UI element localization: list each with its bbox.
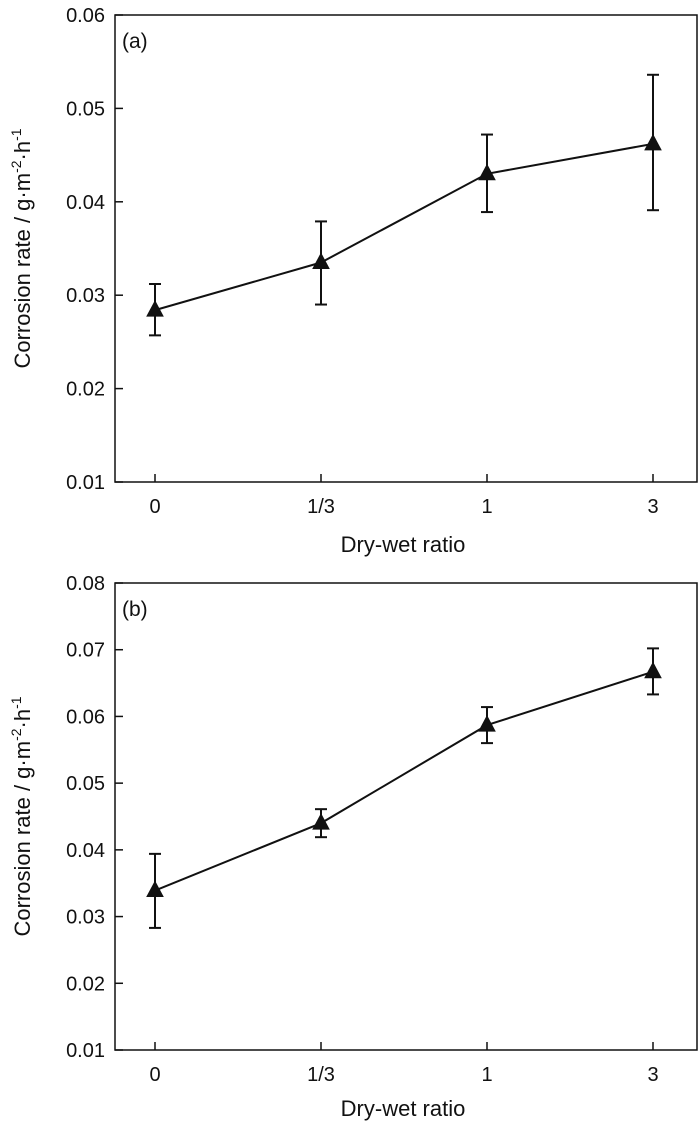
- x-tick-label: 3: [647, 1064, 658, 1086]
- series-line: [154, 670, 654, 892]
- data-point-triangle: [644, 133, 662, 151]
- data-point-triangle: [644, 661, 662, 679]
- y-tick-label: 0.03: [66, 907, 105, 929]
- data-point-triangle: [478, 715, 496, 732]
- y-tick-label: 0.04: [66, 192, 105, 214]
- y-tick-label: 0.02: [66, 973, 105, 995]
- y-tick-label: 0.04: [66, 840, 105, 862]
- y-axis-title-sup1: -2: [8, 728, 24, 741]
- data-point-triangle: [312, 252, 330, 270]
- x-axis-title: Dry-wet ratio: [341, 1096, 466, 1121]
- x-tick-label: 0: [149, 496, 160, 518]
- y-axis-title: Corrosion rate / g·m-2·h-1: [8, 128, 35, 368]
- x-tick-label: 3: [647, 496, 658, 518]
- y-tick-label: 0.02: [66, 379, 105, 401]
- y-tick-label: 0.07: [66, 640, 105, 662]
- chart-panel-b: 0.01 0.02 0.03 0.04 0.05 0.06 0.07 0.08 0 1/3 1 3 Dr…: [8, 573, 698, 1121]
- y-axis-title-sup2: -1: [8, 128, 24, 141]
- y-tick-label: 0.06: [66, 5, 105, 27]
- y-tick-label: 0.01: [66, 472, 105, 494]
- x-axis-title: Dry-wet ratio: [341, 532, 466, 557]
- panel-label: (b): [122, 598, 148, 621]
- y-tick-label: 0.08: [66, 573, 105, 595]
- y-axis-title: Corrosion rate / g·m-2·h-1: [8, 696, 35, 936]
- x-tick-label: 1: [481, 496, 492, 518]
- x-tick-label: 0: [149, 1064, 160, 1086]
- y-axis-title-sup1: -2: [8, 160, 24, 173]
- y-axis-title-main: Corrosion rate / g·m: [10, 173, 35, 369]
- y-tick-label: 0.05: [66, 98, 105, 120]
- y-tick-label: 0.01: [66, 1040, 105, 1062]
- x-tick-label: 1/3: [307, 1064, 335, 1086]
- x-tick-label: 1/3: [307, 496, 335, 518]
- y-axis-title-mid: ·h: [10, 709, 35, 729]
- data-point-triangle: [146, 880, 164, 898]
- series-line: [154, 142, 654, 312]
- y-axis-title-mid: ·h: [10, 141, 35, 161]
- plot-frame: [114, 14, 698, 483]
- y-axis-title-sup2: -1: [8, 696, 24, 709]
- chart-panel-a: 0.01 0.02 0.03 0.04 0.05 0.06 0 1/3 1 3 Dry-wet ra…: [8, 5, 698, 557]
- x-tick-label: 1: [481, 1064, 492, 1086]
- y-axis-title-main: Corrosion rate / g·m: [10, 741, 35, 937]
- y-tick-label: 0.06: [66, 706, 105, 728]
- y-tick-label: 0.03: [66, 285, 105, 307]
- panel-label: (a): [122, 30, 148, 53]
- y-tick-label: 0.05: [66, 773, 105, 795]
- plot-frame: [114, 582, 698, 1051]
- data-point-triangle: [478, 163, 496, 181]
- data-point-triangle: [312, 813, 330, 830]
- data-point-triangle: [146, 300, 164, 317]
